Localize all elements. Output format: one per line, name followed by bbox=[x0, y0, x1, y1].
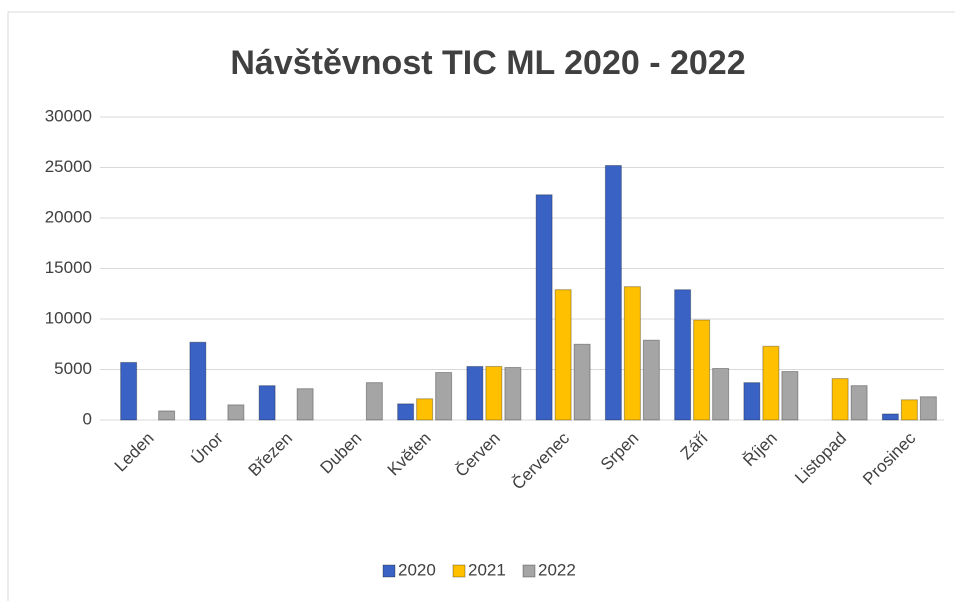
bar bbox=[674, 289, 692, 421]
bar bbox=[485, 365, 503, 421]
x-tick-label: Září bbox=[677, 428, 712, 463]
x-tick-label: Červenec bbox=[508, 428, 573, 493]
y-tick-label: 30000 bbox=[45, 106, 92, 125]
bar bbox=[743, 382, 761, 421]
bar bbox=[693, 319, 711, 421]
legend-swatch bbox=[382, 564, 396, 578]
bar bbox=[919, 396, 937, 421]
x-tick-label: Srpen bbox=[597, 429, 643, 475]
bar bbox=[881, 413, 899, 421]
bar bbox=[642, 339, 660, 421]
chart-frame bbox=[7, 11, 955, 601]
bar bbox=[189, 341, 207, 421]
bar bbox=[435, 372, 453, 421]
bar bbox=[227, 404, 245, 421]
bar bbox=[850, 385, 868, 421]
bar bbox=[397, 403, 415, 421]
x-tick-label: Listopad bbox=[791, 429, 850, 488]
bar bbox=[365, 382, 383, 421]
x-tick-label: Prosinec bbox=[859, 428, 920, 489]
y-tick-label: 10000 bbox=[45, 308, 92, 327]
legend-label: 2021 bbox=[468, 560, 506, 579]
bar bbox=[762, 345, 780, 421]
bar bbox=[604, 164, 622, 421]
bar bbox=[623, 286, 641, 421]
x-tick-label: Březen bbox=[245, 429, 297, 481]
bar bbox=[466, 365, 484, 421]
y-tick-label: 15000 bbox=[45, 258, 92, 277]
bar bbox=[258, 385, 276, 421]
bar bbox=[158, 410, 176, 421]
x-tick-label: Červen bbox=[452, 429, 504, 481]
legend-swatch bbox=[452, 564, 466, 578]
y-tick-label: 0 bbox=[83, 409, 92, 428]
legend-label: 2020 bbox=[398, 560, 436, 579]
bar bbox=[120, 361, 138, 421]
bar bbox=[554, 289, 572, 421]
bar bbox=[416, 398, 434, 421]
x-tick-label: Únor bbox=[187, 428, 227, 468]
x-tick-label: Květen bbox=[384, 429, 435, 480]
bar bbox=[573, 343, 591, 421]
legend-swatch bbox=[522, 564, 536, 578]
chart-title: Návštěvnost TIC ML 2020 - 2022 bbox=[230, 44, 745, 82]
bar bbox=[900, 399, 918, 421]
x-tick-label: Říjen bbox=[739, 429, 780, 470]
y-tick-label: 5000 bbox=[54, 359, 92, 378]
y-tick-label: 25000 bbox=[45, 157, 92, 176]
bar bbox=[504, 366, 522, 421]
bar bbox=[831, 378, 849, 421]
bar bbox=[296, 388, 314, 421]
bar bbox=[712, 367, 730, 421]
legend-label: 2022 bbox=[538, 560, 576, 579]
bar bbox=[781, 371, 799, 421]
bar bbox=[535, 194, 553, 421]
x-tick-label: Leden bbox=[111, 429, 158, 476]
x-tick-label: Duben bbox=[317, 429, 366, 478]
y-tick-label: 20000 bbox=[45, 207, 92, 226]
